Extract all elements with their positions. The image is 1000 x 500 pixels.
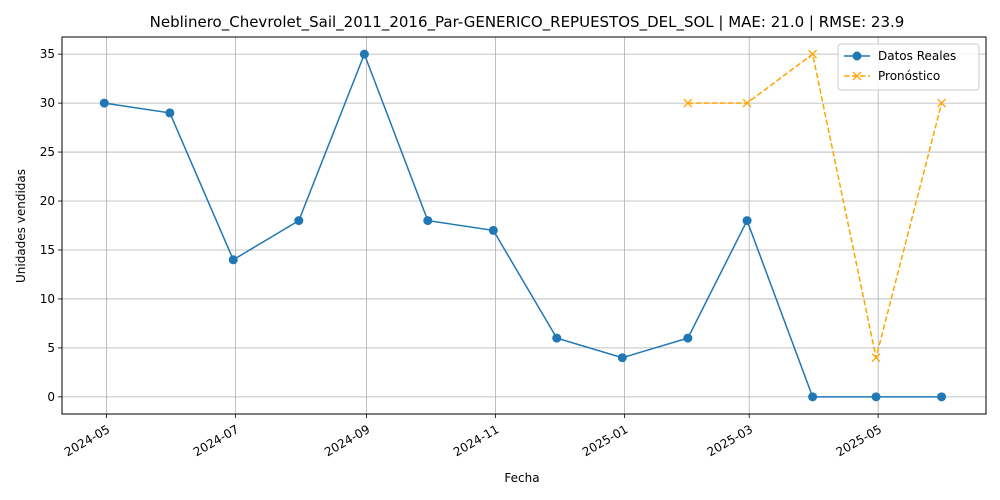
data-point — [165, 108, 175, 118]
y-axis: 0 5 10 15 20 25 30 35 — [40, 47, 62, 404]
data-point — [683, 333, 693, 343]
data-point — [552, 333, 562, 343]
legend-box — [837, 43, 980, 91]
y-tick-label: 5 — [47, 341, 55, 355]
x-tick-label: 2024-05 — [62, 422, 112, 459]
plot-area-frame — [61, 36, 987, 415]
x-axis-title: Fecha — [504, 471, 539, 485]
legend-marker-swatch — [852, 51, 862, 61]
x-tick-label: 2024-11 — [451, 422, 501, 459]
data-point — [683, 98, 693, 108]
data-point — [99, 98, 109, 108]
x-tick-label: 2025-03 — [705, 422, 755, 459]
data-point — [871, 392, 881, 402]
legend: Datos Reales Pronóstico — [837, 43, 980, 91]
x-tick-label: 2024-09 — [322, 422, 372, 459]
x-tick-label: 2025-01 — [580, 422, 630, 459]
legend-label: Datos Reales — [878, 49, 956, 63]
x-tick-label: 2024-07 — [191, 422, 241, 459]
y-tick-label: 35 — [40, 47, 55, 61]
y-axis-title: Unidades vendidas — [14, 169, 28, 283]
y-tick-label: 10 — [40, 292, 55, 306]
series-1 — [683, 49, 947, 363]
data-point — [423, 216, 433, 226]
data-point — [937, 392, 947, 402]
x-tick-label: 2025-05 — [834, 422, 884, 459]
series-layer — [99, 49, 947, 402]
data-point — [871, 353, 881, 363]
legend-label: Pronóstico — [878, 69, 940, 83]
data-point — [937, 98, 947, 108]
series-line — [687, 52, 943, 358]
data-point — [742, 216, 752, 226]
y-tick-label: 30 — [40, 96, 55, 110]
data-point — [228, 255, 238, 265]
data-point — [742, 98, 752, 108]
data-point — [617, 353, 627, 363]
y-tick-label: 0 — [47, 390, 55, 404]
series-line — [104, 52, 942, 398]
series-0 — [99, 49, 947, 402]
data-point — [808, 49, 818, 59]
data-point — [294, 216, 304, 226]
x-axis: 2024-05 2024-07 2024-09 2024-11 2025-01 2025-… — [62, 414, 884, 459]
y-tick-label: 15 — [40, 243, 55, 257]
legend-marker-swatch — [852, 71, 862, 81]
legend-item: Pronóstico — [844, 69, 940, 83]
data-point — [808, 392, 818, 402]
y-tick-label: 25 — [40, 145, 55, 159]
grid-lines — [62, 37, 986, 414]
data-point — [488, 225, 498, 235]
data-point — [359, 49, 369, 59]
chart-title: Neblinero_Chevrolet_Sail_2011_2016_Par-G… — [150, 13, 905, 32]
y-tick-label: 20 — [40, 194, 55, 208]
legend-item: Datos Reales — [844, 49, 956, 63]
